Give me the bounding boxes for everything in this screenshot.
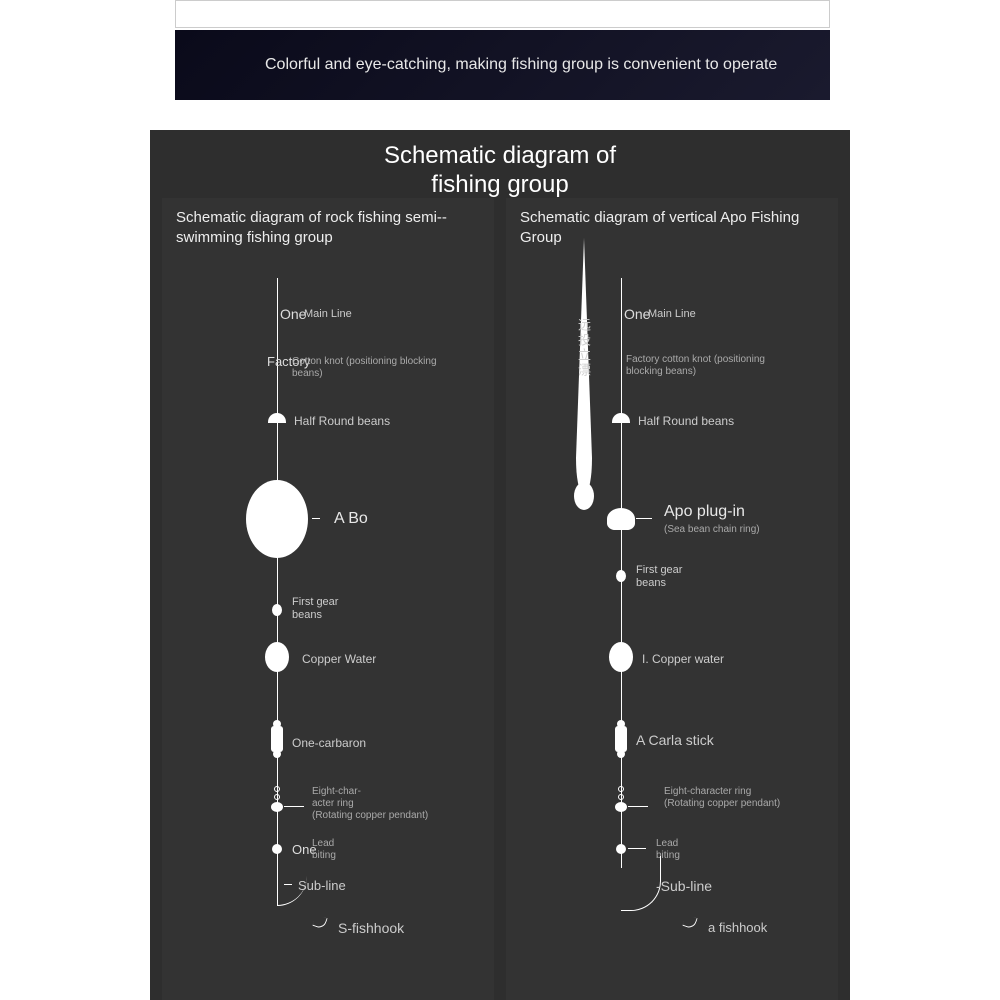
factory-label-r: Factory cotton knot (positioning blockin… <box>626 354 796 378</box>
carla-r <box>615 726 627 752</box>
eight-l3: (Rotating copper pendant) <box>312 810 428 821</box>
banner: Colorful and eye-catching, making fishin… <box>175 30 830 100</box>
cotton-label: Cotton knot (positioning blocking beans) <box>292 356 442 380</box>
hook-label-r: a fishhook <box>708 920 767 936</box>
carla-label: One-carbaron <box>292 736 366 750</box>
carla-bot-r <box>617 750 625 758</box>
sub-label: Sub-line <box>298 878 346 894</box>
eight-tick-r <box>628 806 648 807</box>
eight-ring2-r <box>618 794 624 800</box>
copper-r <box>609 642 633 672</box>
one-label: One <box>280 306 306 322</box>
eight-l2-r: (Rotating copper pendant) <box>664 798 780 809</box>
columns: Schematic diagram of rock fishing semi--… <box>162 198 838 1000</box>
copper-label: Copper Water <box>302 652 376 666</box>
apo-label: Apo plug-in <box>664 502 745 521</box>
lead-label: Lead biting <box>312 838 352 862</box>
carla-label-r: A Carla stick <box>636 732 714 749</box>
hook-label: S-fishhook <box>338 920 404 937</box>
lead-label-r: Lead biting <box>656 838 696 862</box>
first-gear-label: First gear beans <box>292 596 352 622</box>
sub-label-r: -Sub-line <box>656 878 712 895</box>
eight-bead <box>271 802 283 812</box>
apo-seat <box>607 508 635 530</box>
one-label-r: One <box>624 306 650 322</box>
eight-l1-r: Eight-character ring <box>664 786 751 797</box>
half-bean-label: Half Round beans <box>294 414 390 428</box>
apo-sub-label: (Sea bean chain ring) <box>664 524 760 536</box>
half-bean-r <box>612 413 630 423</box>
long-float-svg <box>566 238 602 528</box>
eight-tick <box>284 806 304 807</box>
lead-bean <box>272 844 282 854</box>
left-column: Schematic diagram of rock fishing semi--… <box>162 198 494 1000</box>
title-line2: fishing group <box>431 171 568 198</box>
copper-label-r: I. Copper water <box>642 652 724 666</box>
right-rig: 远投立漂 One Main Line Factory cotton knot (… <box>506 258 838 1000</box>
right-column: Schematic diagram of vertical Apo Fishin… <box>506 198 838 1000</box>
subline-curve-r <box>621 856 661 911</box>
main-line-label: Main Line <box>304 308 352 321</box>
lead-tick-r <box>628 848 646 849</box>
half-bean-shape <box>268 413 286 423</box>
main-panel: Schematic diagram of fishing group Schem… <box>150 130 850 1000</box>
first-gear-bean-r <box>616 570 626 582</box>
abo-tick <box>312 518 320 519</box>
left-rig: One Main Line Factory Cotton knot (posit… <box>162 258 494 1000</box>
eight-ring1-r <box>618 786 624 792</box>
banner-text: Colorful and eye-catching, making fishin… <box>265 55 777 76</box>
half-label-r: Half Round beans <box>638 414 734 428</box>
carla-shape <box>271 726 283 752</box>
carla-top-r <box>617 720 625 728</box>
eight-l1: Eight-char- <box>312 786 361 797</box>
cotton-text: Cotton knot (positioning blocking beans) <box>292 356 437 379</box>
left-col-title: Schematic diagram of rock fishing semi--… <box>176 208 480 247</box>
lead-bean-r <box>616 844 626 854</box>
first-gear-text: First gear beans <box>292 596 338 621</box>
top-card-placeholder <box>175 0 830 28</box>
abo-float <box>246 480 308 558</box>
eight-label-r: Eight-character ring (Rotating copper pe… <box>664 786 784 810</box>
sub-tick <box>284 884 292 885</box>
apo-tick <box>636 518 652 519</box>
abo-label: A Bo <box>334 509 368 528</box>
title-line1: Schematic diagram of <box>384 142 616 169</box>
carla-top <box>273 720 281 728</box>
copper-shape <box>265 642 289 672</box>
first-gear-bean <box>272 604 282 616</box>
eight-bead-r <box>615 802 627 812</box>
hook-r <box>682 914 697 929</box>
lead-text: Lead biting <box>312 838 336 861</box>
first-gear-label-r: First gear beans <box>636 564 696 590</box>
main-line-label-r: Main Line <box>648 308 696 321</box>
eight-label: Eight-char- acter ring (Rotating copper … <box>312 786 432 822</box>
eight-l2: acter ring <box>312 798 354 809</box>
factory-text-r: Factory cotton knot (positioning blockin… <box>626 354 765 377</box>
carla-bot <box>273 750 281 758</box>
first-gear-text-r: First gear beans <box>636 564 682 589</box>
long-float <box>566 238 602 528</box>
eight-ring1 <box>274 786 280 792</box>
eight-ring2 <box>274 794 280 800</box>
cn-float-label: 远投立漂 <box>574 318 593 378</box>
hook-shape <box>312 914 327 929</box>
